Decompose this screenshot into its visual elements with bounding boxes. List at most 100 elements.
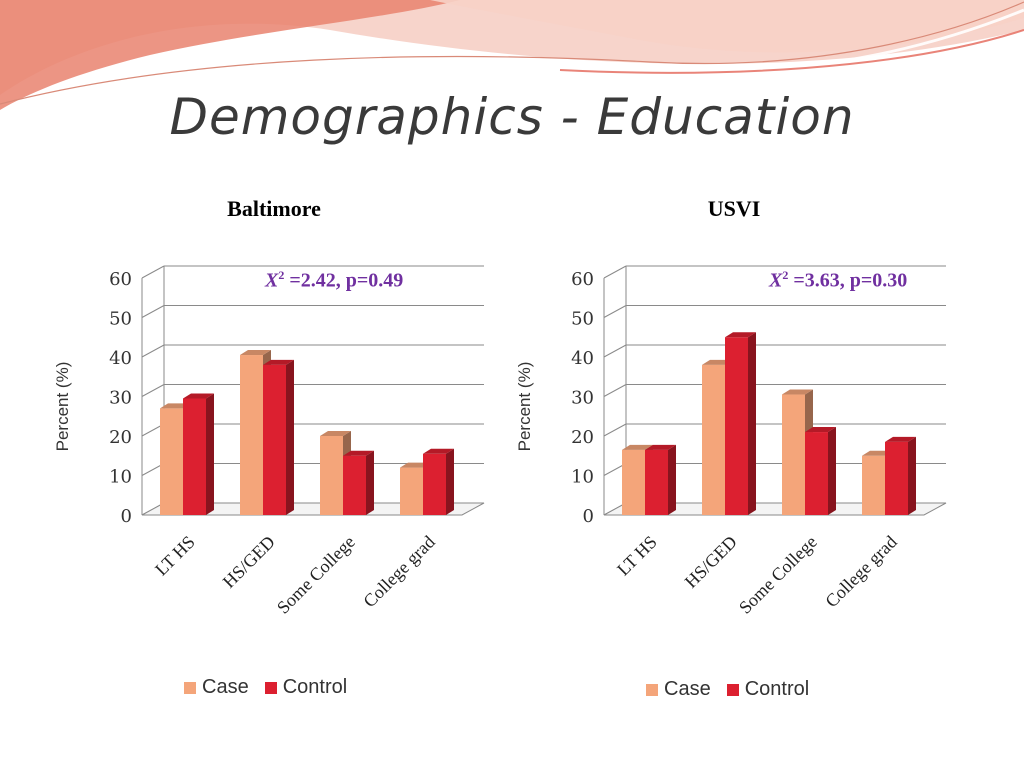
y-tick-label: 0 xyxy=(121,506,132,527)
legend-label-control: Control xyxy=(744,678,810,700)
y-tick-label: 30 xyxy=(571,388,594,409)
y-tick-label: 10 xyxy=(571,467,594,488)
y-tick-label: 50 xyxy=(571,309,594,330)
gridline-depth xyxy=(603,423,627,437)
y-tick-label: 20 xyxy=(571,427,594,448)
bar-front xyxy=(183,398,206,515)
bar-control xyxy=(645,444,676,515)
bar-control xyxy=(183,393,214,515)
chart-title: Baltimore xyxy=(227,196,321,221)
x-tick-label: HS/GED xyxy=(681,532,741,592)
y-tick-label: 40 xyxy=(109,348,132,369)
bar-top xyxy=(263,359,294,365)
gridline-depth xyxy=(603,265,627,279)
legend-label-case: Case xyxy=(202,676,249,698)
bar-front xyxy=(782,394,805,515)
legend-label-control: Control xyxy=(282,676,348,698)
bar-side xyxy=(366,450,374,515)
bar-front xyxy=(702,364,725,515)
bar-control xyxy=(805,427,836,515)
x-tick-label: LT HS xyxy=(151,532,199,580)
bar-side xyxy=(446,448,454,515)
x-tick-label: HS/GED xyxy=(219,532,279,592)
x-tick-label: Some College xyxy=(735,532,821,618)
y-tick-label: 60 xyxy=(109,269,132,290)
bar-top xyxy=(782,389,813,395)
y-tick-label: 10 xyxy=(109,467,132,488)
chi-value: =3.63, p=0.30 xyxy=(793,269,908,292)
gridline-depth xyxy=(141,305,165,318)
y-tick-label: 30 xyxy=(109,388,132,409)
bar-front xyxy=(160,408,183,515)
bar-side xyxy=(748,332,756,515)
chi-symbol: X xyxy=(265,269,279,292)
legend-swatch-case xyxy=(184,681,196,694)
x-tick-label: Some College xyxy=(273,532,359,618)
chi-symbol: X xyxy=(769,269,783,292)
gridline-depth xyxy=(603,344,627,358)
bar-front xyxy=(263,364,286,515)
bar-control xyxy=(423,448,454,515)
bar-front xyxy=(862,455,885,515)
chart-title: USVI xyxy=(707,196,761,221)
legend-swatch-control xyxy=(264,681,277,694)
bar-side xyxy=(668,444,676,515)
usvi-chart: 0 10 20 30 40 50 60 Percent (%) LT HS HS/GEDSome … xyxy=(515,265,947,618)
x-tick-label: College grad xyxy=(821,532,901,612)
bar-control xyxy=(725,332,756,515)
bar-control xyxy=(263,359,294,515)
x-tick-label: LT HS xyxy=(613,532,661,580)
bar-side xyxy=(828,427,836,515)
y-tick-label: 0 xyxy=(583,506,594,527)
bar-top xyxy=(645,444,676,450)
chart-legend: Case Control xyxy=(184,676,347,699)
usvi-chart-panel: 0 10 20 30 40 50 60 Percent (%) LT HS HS/GED Some … xyxy=(492,190,992,750)
bar-side xyxy=(206,393,214,515)
bar-control xyxy=(885,436,916,515)
legend-item-case: Case xyxy=(646,678,711,701)
plot-area xyxy=(141,265,485,516)
gridline-depth xyxy=(141,344,165,358)
bar-top xyxy=(320,431,351,436)
gridline-depth xyxy=(603,305,627,318)
baltimore-chart-panel: 0 10 20 30 40 50 60 Percent (%) LT HS HS/GED Some … xyxy=(30,190,530,750)
bar-top xyxy=(423,448,454,454)
x-tick-label: College grad xyxy=(359,532,439,612)
bar-top xyxy=(622,444,653,450)
bar-control xyxy=(343,450,374,515)
bar-front xyxy=(885,441,908,515)
chi-square-annotation: X2 =3.63, p=0.30 xyxy=(769,268,907,293)
chi-superscript: 2 xyxy=(278,268,285,282)
bar-top xyxy=(240,350,271,356)
y-axis-label: Percent (%) xyxy=(53,362,72,452)
chi-square-annotation: X2 =2.42, p=0.49 xyxy=(265,268,403,293)
bar-top xyxy=(885,436,916,442)
legend-item-case: Case xyxy=(184,676,249,699)
y-tick-label: 40 xyxy=(571,348,594,369)
bar-front xyxy=(645,449,668,515)
bar-front xyxy=(725,337,748,515)
y-axis-label: Percent (%) xyxy=(515,362,534,452)
bar-front xyxy=(805,432,828,515)
legend-label-case: Case xyxy=(664,678,711,700)
bar-top xyxy=(725,332,756,338)
legend-item-control: Control xyxy=(264,676,348,699)
legend-swatch-case xyxy=(646,683,658,696)
legend-item-control: Control xyxy=(726,678,810,701)
chi-superscript: 2 xyxy=(782,268,789,282)
chi-value: =2.42, p=0.49 xyxy=(289,269,404,292)
slide-title: Demographics - Education xyxy=(169,88,855,146)
bar-top xyxy=(343,450,374,456)
y-tick-label: 60 xyxy=(571,269,594,290)
gridline-depth xyxy=(603,384,627,397)
legend-swatch-control xyxy=(726,683,739,696)
bar-front xyxy=(622,449,645,515)
bar-front xyxy=(343,455,366,515)
baltimore-chart: 0 10 20 30 40 50 60 Percent (%) LT HS HS/GEDSome … xyxy=(53,265,485,618)
gridline-depth xyxy=(141,384,165,397)
gridline-depth xyxy=(141,265,165,279)
y-tick-label: 20 xyxy=(109,427,132,448)
chart-legend: Case Control xyxy=(646,678,809,701)
bar-front xyxy=(240,355,263,515)
bar-front xyxy=(320,436,343,515)
